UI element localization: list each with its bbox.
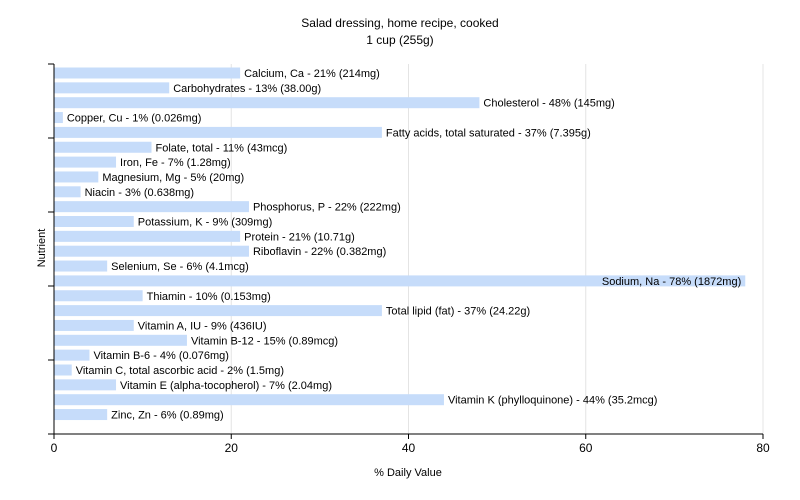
bar-13 <box>54 260 108 272</box>
bar-label-4: Fatty acids, total saturated - 37% (7.39… <box>386 127 591 139</box>
bar-label-21: Vitamin E (alpha-tocopherol) - 7% (2.04m… <box>120 380 332 392</box>
bar-17 <box>54 319 134 331</box>
bar-7 <box>54 171 99 183</box>
bar-label-17: Vitamin A, IU - 9% (436IU) <box>138 320 267 332</box>
bar-label-3: Copper, Cu - 1% (0.026mg) <box>67 113 202 125</box>
bar-label-6: Iron, Fe - 7% (1.28mg) <box>120 157 231 169</box>
bar-12 <box>54 245 249 257</box>
x-tick-label-1: 20 <box>225 441 239 455</box>
bar-15 <box>54 290 143 302</box>
bar-16 <box>54 305 382 317</box>
axes: 0 20 40 60 80 <box>48 63 770 455</box>
bar-label-5: Folate, total - 11% (43mcg) <box>155 142 287 154</box>
bar-3 <box>54 112 63 124</box>
bar-1 <box>54 82 170 94</box>
bar-20 <box>54 364 72 376</box>
chart-title: Salad dressing, home recipe, cooked <box>301 16 498 30</box>
bar-label-15: Thiamin - 10% (0.153mg) <box>147 291 271 303</box>
x-tick-label-2: 40 <box>402 441 416 455</box>
bar-9 <box>54 201 249 213</box>
bars: Calcium, Ca - 21% (214mg) Carbohydrates -… <box>54 67 746 422</box>
bar-21 <box>54 379 117 391</box>
x-tick-label-0: 0 <box>51 441 58 455</box>
bar-10 <box>54 216 134 227</box>
bar-label-10: Potassium, K - 9% (309mg) <box>138 217 273 229</box>
bar-label-18: Vitamin B-12 - 15% (0.89mcg) <box>191 335 338 347</box>
bar-label-19: Vitamin B-6 - 4% (0.076mg) <box>93 350 229 362</box>
bar-label-12: Riboflavin - 22% (0.382mg) <box>253 246 386 258</box>
bar-22 <box>54 394 444 406</box>
bar-label-20: Vitamin C, total ascorbic acid - 2% (1.5… <box>76 365 284 377</box>
bar-label-8: Niacin - 3% (0.638mg) <box>85 187 194 199</box>
bar-8 <box>54 186 81 198</box>
bar-label-13: Selenium, Se - 6% (4.1mcg) <box>111 261 249 273</box>
bar-label-22: Vitamin K (phylloquinone) - 44% (35.2mcg… <box>448 395 658 407</box>
bar-5 <box>54 141 152 153</box>
x-axis-label: % Daily Value <box>374 467 442 479</box>
y-axis-label: Nutrient <box>36 229 48 268</box>
bar-6 <box>54 156 117 168</box>
bar-label-7: Magnesium, Mg - 5% (20mg) <box>102 172 244 184</box>
bar-label-9: Phosphorus, P - 22% (222mg) <box>253 202 401 214</box>
bar-18 <box>54 334 187 346</box>
bar-label-16: Total lipid (fat) - 37% (24.22g) <box>386 306 530 318</box>
bar-14 <box>54 275 746 287</box>
bar-23 <box>54 409 108 421</box>
chart-subtitle: 1 cup (255g) <box>366 33 433 47</box>
bar-label-0: Calcium, Ca - 21% (214mg) <box>244 68 380 80</box>
x-tick-label-3: 60 <box>579 441 593 455</box>
bar-4 <box>54 126 382 138</box>
bar-11 <box>54 230 241 242</box>
x-tick-label-4: 80 <box>756 441 770 455</box>
bar-label-11: Protein - 21% (10.71g) <box>244 231 355 243</box>
bar-label-1: Carbohydrates - 13% (38.00g) <box>173 83 321 95</box>
bar-0 <box>54 67 241 79</box>
bar-label-2: Cholesterol - 48% (145mg) <box>483 98 614 110</box>
bar-19 <box>54 349 90 361</box>
bar-2 <box>54 97 480 109</box>
bar-label-14: Sodium, Na - 78% (1872mg) <box>602 276 741 288</box>
bar-label-23: Zinc, Zn - 6% (0.89mg) <box>111 410 223 422</box>
